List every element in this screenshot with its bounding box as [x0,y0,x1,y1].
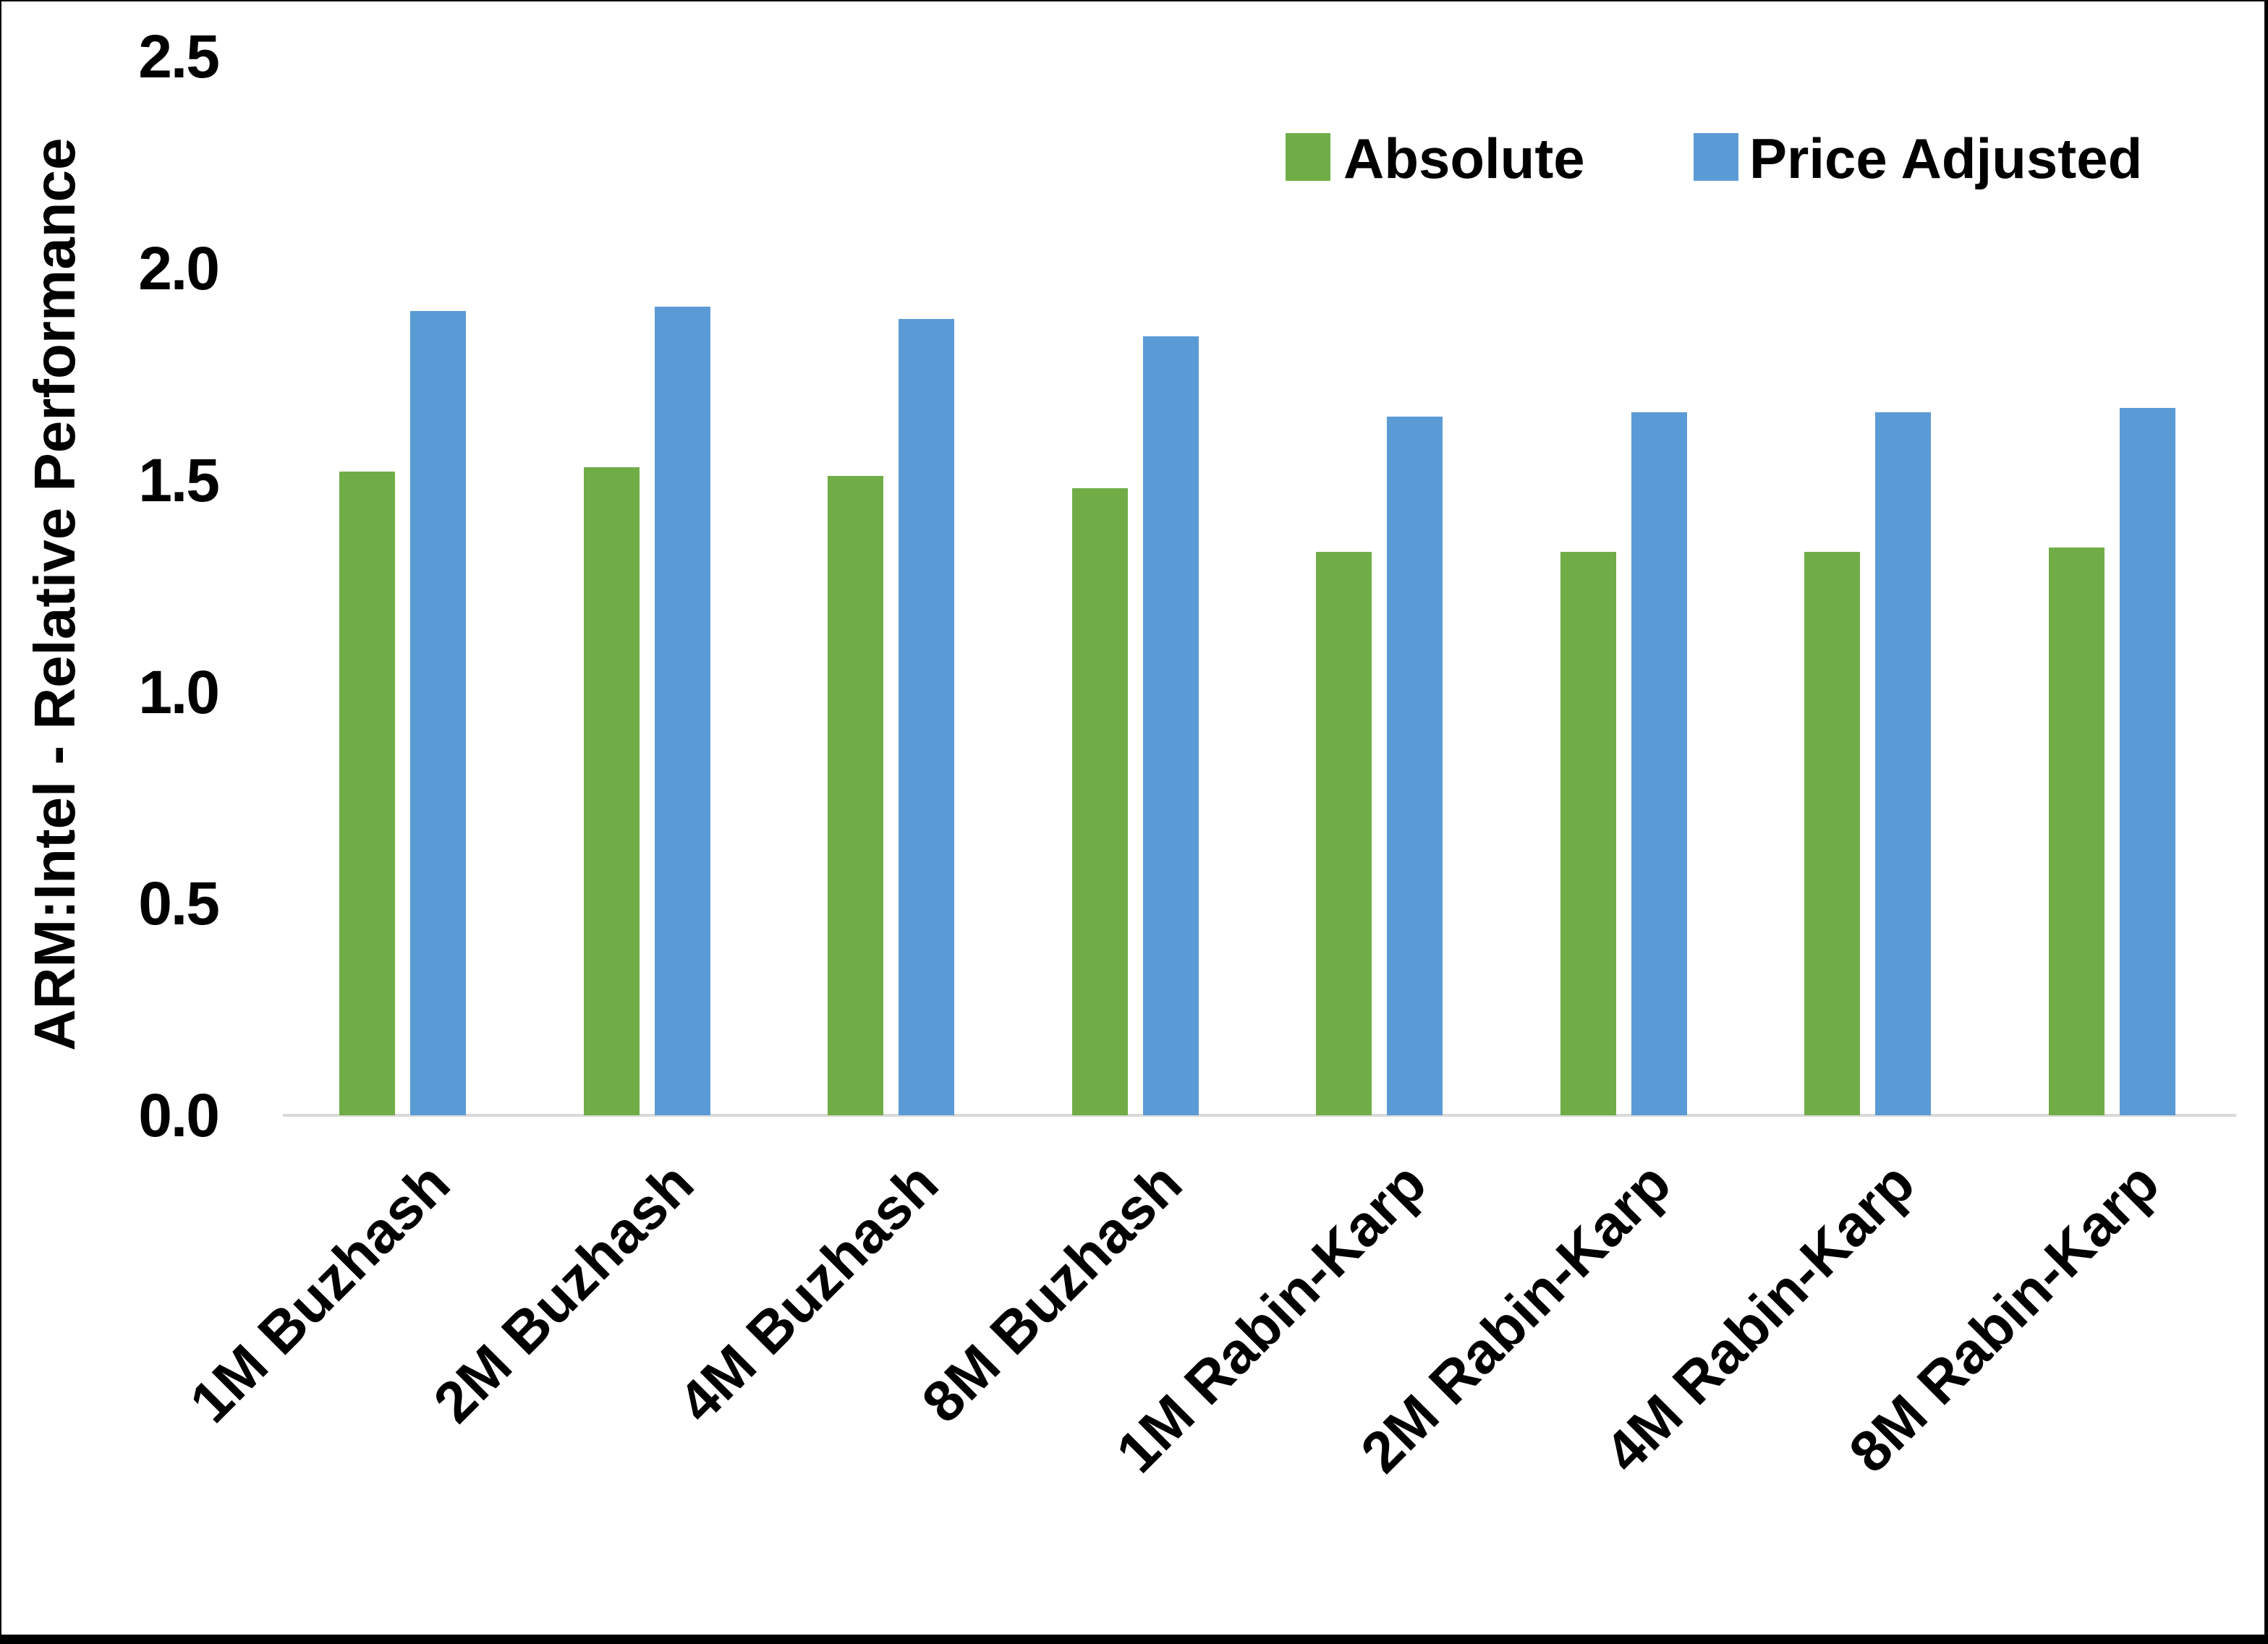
y-tick-label: 0.0 [138,1081,220,1149]
bar-absolute [828,476,883,1115]
bar-price-adjusted [1875,412,1931,1115]
y-tick-label: 0.5 [138,869,220,938]
x-category-label: 2M Buzhash [421,1150,706,1435]
bar-absolute [583,467,640,1115]
bar-absolute [339,472,395,1115]
x-category-label: 1M Buzhash [177,1150,462,1435]
x-axis-baseline [283,1114,2236,1117]
bar-absolute [1804,552,1860,1115]
bar-price-adjusted [2119,408,2175,1115]
y-tick-label: 1.0 [138,657,220,726]
bar-price-adjusted [1631,412,1687,1115]
legend-swatch-price-adjusted [1694,133,1738,181]
bar-absolute [2048,548,2105,1115]
bar-absolute [1071,488,1128,1115]
bar-absolute [1560,552,1616,1115]
legend-swatch-absolute [1286,133,1330,181]
bar-price-adjusted [1387,417,1443,1115]
y-tick-label: 1.5 [138,446,220,514]
y-tick-label: 2.0 [138,234,220,302]
bar-price-adjusted [654,307,710,1115]
legend-label: Price Adjusted [1749,127,2143,190]
y-tick-label: 2.5 [138,22,220,91]
x-category-label: 4M Buzhash [666,1150,951,1435]
legend-label: Absolute [1343,127,1585,190]
bar-price-adjusted [410,311,466,1115]
bar-price-adjusted [1142,336,1199,1115]
bar-price-adjusted [899,319,954,1115]
bar-absolute [1316,552,1372,1115]
